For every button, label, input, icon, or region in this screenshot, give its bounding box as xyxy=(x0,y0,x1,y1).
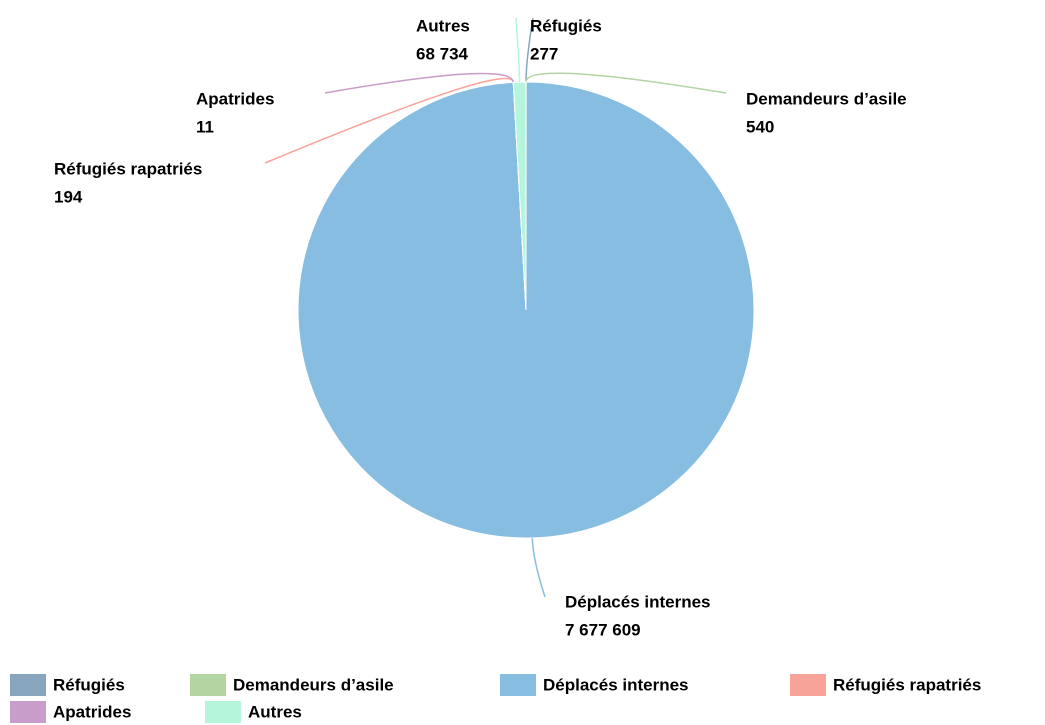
leader-line xyxy=(264,77,515,164)
legend-label: Réfugiés rapatriés xyxy=(833,675,981,694)
leader-line xyxy=(525,72,727,94)
legend-swatch xyxy=(500,674,536,696)
data-label-name: Apatrides xyxy=(196,89,274,108)
legend-swatch xyxy=(190,674,226,696)
legend-swatch xyxy=(790,674,826,696)
leader-line xyxy=(515,17,521,83)
data-label-name: Réfugiés xyxy=(530,16,602,35)
data-label-value: 194 xyxy=(54,187,83,206)
data-label-value: 277 xyxy=(530,44,558,63)
data-label-name: Déplacés internes xyxy=(565,592,711,611)
data-label-name: Demandeurs d’asile xyxy=(746,89,907,108)
leader-line xyxy=(525,17,534,83)
data-label-name: Réfugiés rapatriés xyxy=(54,159,202,178)
leader-line xyxy=(531,537,546,598)
data-label-value: 7 677 609 xyxy=(565,620,641,639)
legend-label: Apatrides xyxy=(53,702,131,721)
legend-swatch xyxy=(10,674,46,696)
legend-label: Demandeurs d’asile xyxy=(233,675,394,694)
data-label-value: 11 xyxy=(196,117,214,136)
legend-swatch xyxy=(205,701,241,723)
legend-swatch xyxy=(10,701,46,723)
leader-line xyxy=(324,72,515,94)
data-label-value: 540 xyxy=(746,117,774,136)
legend-label: Déplacés internes xyxy=(543,675,689,694)
data-label-name: Autres xyxy=(416,16,470,35)
legend-label: Réfugiés xyxy=(53,675,125,694)
data-label-value: 68 734 xyxy=(416,44,469,63)
legend-label: Autres xyxy=(248,702,302,721)
